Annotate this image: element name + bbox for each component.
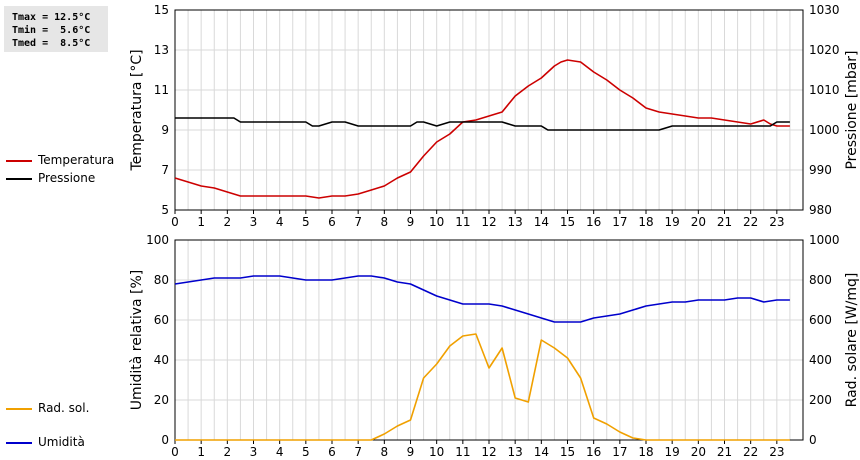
bottom-y-tick-label: 40 <box>154 353 169 367</box>
bottom-series-umidit <box>174 275 790 323</box>
bottom-y2-tick-label: 600 <box>809 313 832 327</box>
bottom-x-tick-label: 21 <box>717 445 732 459</box>
bottom-y-tick-label: 80 <box>154 273 169 287</box>
bottom-x-tick-label: 3 <box>250 445 258 459</box>
legend-label-pressione: Pressione <box>38 171 96 185</box>
top-x-tick-label: 14 <box>534 215 549 229</box>
top-y2-tick-label: 1030 <box>809 3 840 17</box>
stats-box: Tmax = 12.5°C Tmin = 5.6°C Tmed = 8.5°C <box>4 6 108 52</box>
top-y-tick-label: 13 <box>154 43 169 57</box>
top-y-tick-label: 15 <box>154 3 169 17</box>
top-x-tick-label: 18 <box>638 215 653 229</box>
top-x-tick-label: 13 <box>508 215 523 229</box>
top-y2-tick-label: 1010 <box>809 83 840 97</box>
top-x-tick-label: 6 <box>328 215 336 229</box>
top-x-tick-label: 3 <box>250 215 258 229</box>
bottom-x-tick-label: 4 <box>276 445 284 459</box>
bottom-x-tick-label: 14 <box>534 445 549 459</box>
bottom-x-tick-label: 0 <box>171 445 179 459</box>
top-x-tick-label: 17 <box>612 215 627 229</box>
top-y2-tick-label: 1000 <box>809 123 840 137</box>
legend-label-rad-sol: Rad. sol. <box>38 401 90 415</box>
bottom-y2-tick-label: 0 <box>809 433 817 447</box>
top-x-tick-label: 5 <box>302 215 310 229</box>
bottom-x-tick-label: 11 <box>455 445 470 459</box>
stat-tmed: Tmed = 8.5°C <box>12 38 91 49</box>
top-x-tick-label: 11 <box>455 215 470 229</box>
top-x-tick-label: 0 <box>171 215 179 229</box>
top-y-tick-label: 11 <box>154 83 169 97</box>
top-series-pressione <box>175 117 790 131</box>
bottom-x-tick-label: 20 <box>691 445 706 459</box>
bottom-x-tick-label: 13 <box>508 445 523 459</box>
bottom-x-tick-label: 15 <box>560 445 575 459</box>
bottom-y-tick-label: 20 <box>154 393 169 407</box>
top-y2-tick-label: 990 <box>809 163 832 177</box>
bottom-x-tick-label: 6 <box>328 445 336 459</box>
bottom-x-tick-label: 12 <box>481 445 496 459</box>
bottom-y2-tick-label: 200 <box>809 393 832 407</box>
bottom-x-tick-label: 22 <box>743 445 758 459</box>
bottom-y-tick-label: 60 <box>154 313 169 327</box>
legend-swatch-umidita <box>6 442 32 444</box>
stat-tmin: Tmin = 5.6°C <box>12 25 91 36</box>
bottom-x-tick-label: 23 <box>769 445 784 459</box>
top-x-tick-label: 2 <box>224 215 232 229</box>
bottom-x-tick-label: 7 <box>354 445 362 459</box>
top-y-tick-label: 9 <box>161 123 169 137</box>
legend-swatch-pressione <box>6 178 32 180</box>
bottom-x-tick-label: 17 <box>612 445 627 459</box>
top-x-tick-label: 9 <box>407 215 415 229</box>
top-y2-tick-label: 1020 <box>809 43 840 57</box>
top-y-tick-label: 7 <box>161 163 169 177</box>
stat-tmax: Tmax = 12.5°C <box>12 12 91 23</box>
top-x-tick-label: 8 <box>381 215 389 229</box>
legend-swatch-temperatura <box>6 160 32 162</box>
top-x-tick-label: 1 <box>197 215 205 229</box>
bottom-y-axis-label: Umidità relativa [%] <box>129 270 145 411</box>
bottom-x-tick-label: 2 <box>224 445 232 459</box>
top-x-tick-label: 20 <box>691 215 706 229</box>
bottom-y-tick-label: 0 <box>161 433 169 447</box>
bottom-x-tick-label: 10 <box>429 445 444 459</box>
top-x-tick-label: 22 <box>743 215 758 229</box>
top-y-axis-label: Temperatura [°C] <box>129 49 145 171</box>
legend-swatch-rad-sol <box>6 408 32 410</box>
bottom-x-tick-label: 9 <box>407 445 415 459</box>
top-x-tick-label: 7 <box>354 215 362 229</box>
top-x-tick-label: 23 <box>769 215 784 229</box>
top-x-tick-label: 19 <box>665 215 680 229</box>
top-x-tick-label: 10 <box>429 215 444 229</box>
top-x-tick-label: 15 <box>560 215 575 229</box>
bottom-x-tick-label: 16 <box>586 445 601 459</box>
bottom-x-tick-label: 18 <box>638 445 653 459</box>
bottom-series-rad-sol <box>175 333 790 441</box>
legend-label-temperatura: Temperatura <box>38 153 115 167</box>
top-x-tick-label: 4 <box>276 215 284 229</box>
bottom-y2-axis-label: Rad. solare [W/mq] <box>844 273 860 408</box>
top-y-tick-label: 5 <box>161 203 169 217</box>
top-x-tick-label: 21 <box>717 215 732 229</box>
top-x-tick-label: 12 <box>481 215 496 229</box>
bottom-y2-tick-label: 1000 <box>809 233 840 247</box>
bottom-y2-tick-label: 800 <box>809 273 832 287</box>
top-y2-tick-label: 980 <box>809 203 832 217</box>
bottom-x-tick-label: 1 <box>197 445 205 459</box>
bottom-x-tick-label: 8 <box>381 445 389 459</box>
legend-label-umidita: Umidità <box>38 435 85 449</box>
bottom-y-tick-label: 100 <box>146 233 169 247</box>
top-x-tick-label: 16 <box>586 215 601 229</box>
bottom-x-tick-label: 19 <box>665 445 680 459</box>
top-series-temperatura <box>174 59 790 199</box>
top-y2-axis-label: Pressione [mbar] <box>844 50 860 169</box>
bottom-y2-tick-label: 400 <box>809 353 832 367</box>
bottom-x-tick-label: 5 <box>302 445 310 459</box>
